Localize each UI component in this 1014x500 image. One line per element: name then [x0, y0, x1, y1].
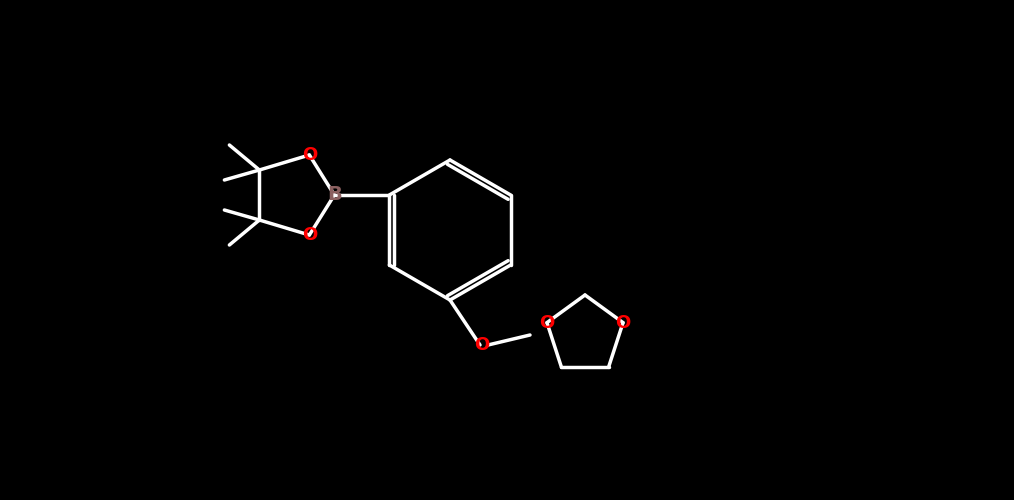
- Text: O: O: [302, 146, 317, 164]
- Text: O: O: [615, 314, 631, 332]
- Text: O: O: [302, 226, 317, 244]
- Text: O: O: [475, 336, 490, 354]
- Text: O: O: [539, 314, 555, 332]
- Text: B: B: [327, 186, 342, 204]
